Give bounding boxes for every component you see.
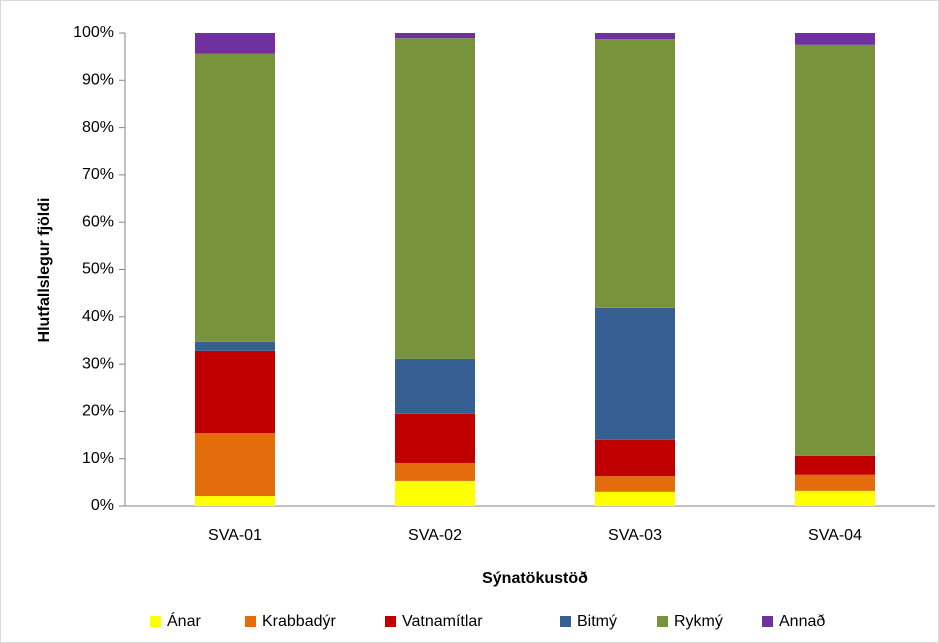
x-axis-title: Sýnatökustöð: [482, 570, 588, 587]
legend-label: Vatnamítlar: [402, 613, 483, 630]
y-tick-label: 40%: [82, 308, 114, 325]
y-axis-title: Hlutfallslegur fjöldi: [36, 198, 53, 343]
bar-segment: [795, 455, 875, 475]
bar-segment: [595, 307, 675, 440]
legend-swatch: [560, 616, 571, 627]
legend-label: Annað: [779, 613, 825, 630]
y-tick-label: 20%: [82, 403, 114, 420]
y-tick-label: 10%: [82, 450, 114, 467]
legend-label: Ánar: [167, 611, 201, 630]
bar-segment: [395, 38, 475, 359]
y-tick-label: 0%: [91, 497, 114, 514]
bar-segment: [395, 480, 475, 506]
bar-segment: [595, 491, 675, 506]
bar-segment: [195, 53, 275, 342]
bar-segment: [195, 433, 275, 497]
bar-segment: [795, 490, 875, 506]
bar-segment: [195, 341, 275, 351]
legend-label: Bitmý: [577, 613, 617, 630]
bar-segment: [195, 33, 275, 54]
legend-swatch: [385, 616, 396, 627]
y-tick-label: 90%: [82, 72, 114, 89]
y-tick-label: 80%: [82, 119, 114, 136]
y-tick-label: 100%: [73, 24, 114, 41]
x-tick-label: SVA-03: [608, 527, 662, 544]
bar-segment: [595, 439, 675, 477]
legend-swatch: [657, 616, 668, 627]
bar-segment: [195, 350, 275, 434]
bar-segment: [795, 474, 875, 491]
x-tick-label: SVA-01: [208, 527, 262, 544]
y-tick-label: 30%: [82, 355, 114, 372]
bar-segment: [395, 358, 475, 414]
bar-segment: [195, 496, 275, 506]
bar-segment: [795, 44, 875, 456]
y-tick-label: 60%: [82, 213, 114, 230]
bar-segment: [595, 39, 675, 308]
legend-swatch: [762, 616, 773, 627]
y-tick-label: 50%: [82, 261, 114, 278]
bar-segment: [595, 476, 675, 492]
legend-swatch: [245, 616, 256, 627]
bar-segment: [395, 413, 475, 463]
x-tick-label: SVA-04: [808, 527, 862, 544]
legend-swatch: [150, 616, 161, 627]
bar-segment: [395, 462, 475, 481]
legend-label: Rykmý: [674, 613, 723, 630]
bar-segment: [595, 33, 675, 40]
bar-segment: [395, 33, 475, 39]
y-tick-label: 70%: [82, 166, 114, 183]
x-tick-label: SVA-02: [408, 527, 462, 544]
legend-label: Krabbadýr: [262, 613, 336, 630]
bar-segment: [795, 33, 875, 45]
